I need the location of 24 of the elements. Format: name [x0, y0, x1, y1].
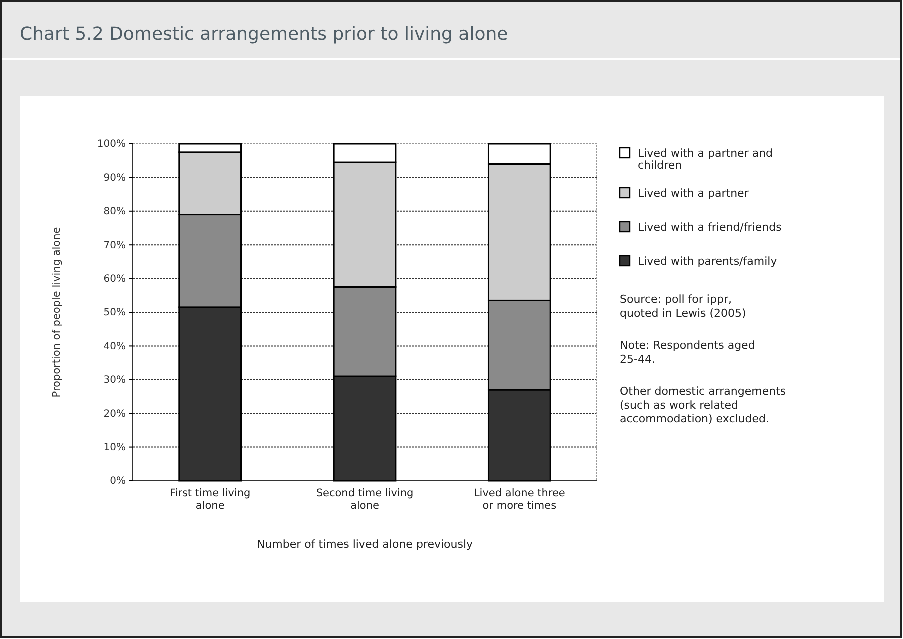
y-tick-label: 100% [97, 139, 126, 150]
x-tick-label: Second time living alone [316, 487, 414, 512]
y-tick-label: 20% [104, 408, 126, 420]
y-tick-label: 40% [104, 341, 126, 352]
legend-label: Lived with a friend/friends [638, 221, 782, 234]
y-tick-label: 90% [104, 172, 126, 184]
y-tick-label: 70% [104, 240, 126, 252]
y-tick-label: 0% [110, 476, 126, 488]
legend-label: Lived with parents/family [638, 255, 778, 268]
legend-label: Lived with a partner and children [638, 147, 774, 172]
x-axis-title: Number of times lived alone previously [256, 538, 474, 551]
y-tick-label: 60% [104, 274, 126, 285]
legend-label: Lived with a partner [638, 187, 750, 200]
y-tick-label: 50% [104, 308, 126, 319]
x-tick-label: First time living alone [170, 487, 251, 512]
chart-title: Chart 5.2 Domestic arrangements prior to living alone [20, 24, 508, 45]
y-axis-title: Proportion of people living alone [51, 227, 63, 398]
text: Other domestic arrangements (such as work related accommodation) excluded. [620, 385, 786, 426]
source-note: Source: poll for ippr, quoted in Lewis (2005) [620, 293, 746, 320]
y-tick-label: 30% [104, 375, 126, 386]
text: Note: Respondents aged 25-44. [620, 339, 756, 366]
y-tick-label: 10% [104, 442, 126, 454]
y-tick-label: 80% [104, 206, 126, 218]
x-tick-label: Lived alone three or more times [474, 487, 566, 512]
